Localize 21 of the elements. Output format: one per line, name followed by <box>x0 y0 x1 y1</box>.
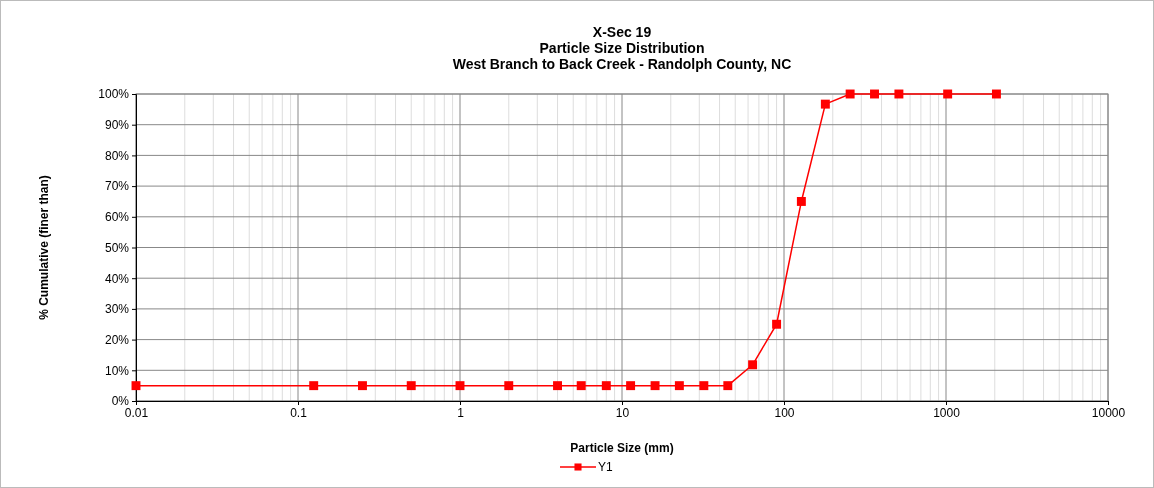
x-tick-label: 0.1 <box>290 405 308 420</box>
x-axis-title: Particle Size (mm) <box>570 441 674 455</box>
x-tick-label: 10 <box>615 405 630 420</box>
y-tick-label: 100% <box>98 87 130 102</box>
legend-label: Y1 <box>598 460 613 474</box>
x-tick-label: 1000 <box>933 405 961 420</box>
chart-subtitle: Particle Size Distribution West Branch to Back Creek - Randolph County, NC <box>452 40 792 72</box>
y-tick-label: 60% <box>104 210 130 225</box>
y-tick-label: 20% <box>104 332 130 347</box>
x-tick-label: 1 <box>457 405 465 420</box>
y-tick-label: 80% <box>104 148 130 163</box>
y-tick-label: 30% <box>104 302 130 317</box>
x-tick-label: 10000 <box>1091 405 1126 420</box>
x-tick-label: 100 <box>774 405 795 420</box>
chart-title: X-Sec 19 <box>592 24 652 40</box>
y-tick-label: 10% <box>104 363 130 378</box>
y-tick-label: 40% <box>104 271 130 286</box>
y-tick-label: 70% <box>104 179 130 194</box>
y-axis-title: % Cumulative (finer than) <box>37 175 51 320</box>
y-tick-label: 90% <box>104 118 130 133</box>
y-tick-label: 50% <box>104 240 130 255</box>
